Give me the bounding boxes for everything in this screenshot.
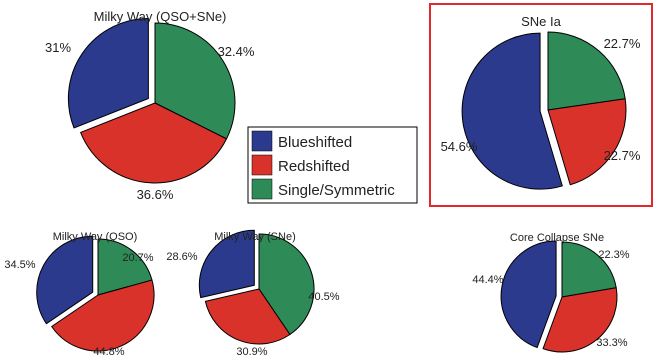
pct-label-redshifted: 44.8% xyxy=(93,346,124,358)
pie-title: SNe Ia xyxy=(521,14,562,29)
pie-milky-way-sne: Milky Way (SNe) 28.6% 40.5% 30.9% xyxy=(166,229,340,358)
pct-label-single-symmetric: 40.5% xyxy=(308,291,339,303)
pie-core-collapse-sne: Core Collapse SNe 44.4% 22.3% 33.3% xyxy=(472,232,630,353)
pie-slice-single-symmetric xyxy=(97,238,153,296)
pie-slice-single-symmetric xyxy=(258,233,315,335)
pct-label-single-symmetric: 22.7% xyxy=(604,36,641,51)
pie-slice-redshifted xyxy=(51,279,155,352)
pie-slice-redshifted xyxy=(204,288,291,345)
legend-label-redshifted: Redshifted xyxy=(278,158,350,175)
pct-label-redshifted: 36.6% xyxy=(137,187,174,202)
pie-slice-blueshifted xyxy=(500,240,557,349)
pct-label-redshifted: 22.7% xyxy=(604,148,641,163)
pct-label-single-symmetric: 22.3% xyxy=(598,249,629,261)
legend-swatch-redshifted xyxy=(251,154,273,176)
pie-slice-redshifted xyxy=(547,98,627,186)
pie-slice-blueshifted xyxy=(198,229,255,299)
pct-label-single-symmetric: 20.7% xyxy=(122,252,153,264)
pie-sne-ia: SNe Ia 22.7% 22.7% 54.6% xyxy=(441,14,641,190)
pie-title: Milky Way (QSO) xyxy=(53,231,138,243)
pie-milky-way-qso: Milky Way (QSO) 34.5% 20.7% 44.8% xyxy=(4,231,155,358)
pct-label-blueshifted: 44.4% xyxy=(472,274,503,286)
pie-slice-single-symmetric xyxy=(561,241,617,298)
pct-label-blueshifted: 31% xyxy=(45,40,71,55)
pct-label-blueshifted: 34.5% xyxy=(4,259,35,271)
pie-slice-single-symmetric xyxy=(154,22,236,140)
pie-slice-blueshifted xyxy=(461,32,563,190)
highlight-frame xyxy=(429,3,653,207)
pct-label-redshifted: 30.9% xyxy=(236,346,267,358)
legend-frame xyxy=(247,126,418,204)
pie-title: Core Collapse SNe xyxy=(510,232,604,244)
pie-title: Milky Way (SNe) xyxy=(214,231,295,243)
pie-slice-single-symmetric xyxy=(547,31,626,111)
legend-swatch-blueshifted xyxy=(251,130,273,152)
pie-slice-blueshifted xyxy=(67,18,149,129)
pie-slice-redshifted xyxy=(542,287,618,353)
pct-label-blueshifted: 28.6% xyxy=(166,251,197,263)
pie-milky-way-qso-sne: Milky Way (QSO+SNe) 31% 32.4% 36.6% xyxy=(45,9,255,202)
pct-label-single-symmetric: 32.4% xyxy=(218,44,255,59)
pct-label-blueshifted: 54.6% xyxy=(441,139,478,154)
legend-label-blueshifted: Blueshifted xyxy=(278,134,352,151)
legend-swatch-single-symmetric xyxy=(251,178,273,200)
pie-title: Milky Way (QSO+SNe) xyxy=(94,9,227,24)
pie-slice-redshifted xyxy=(80,102,228,184)
legend-label-single-symmetric: Single/Symmetric xyxy=(278,182,395,199)
pct-label-redshifted: 33.3% xyxy=(596,337,627,349)
pie-slice-blueshifted xyxy=(36,235,94,325)
legend: Blueshifted Redshifted Single/Symmetric xyxy=(247,126,418,204)
